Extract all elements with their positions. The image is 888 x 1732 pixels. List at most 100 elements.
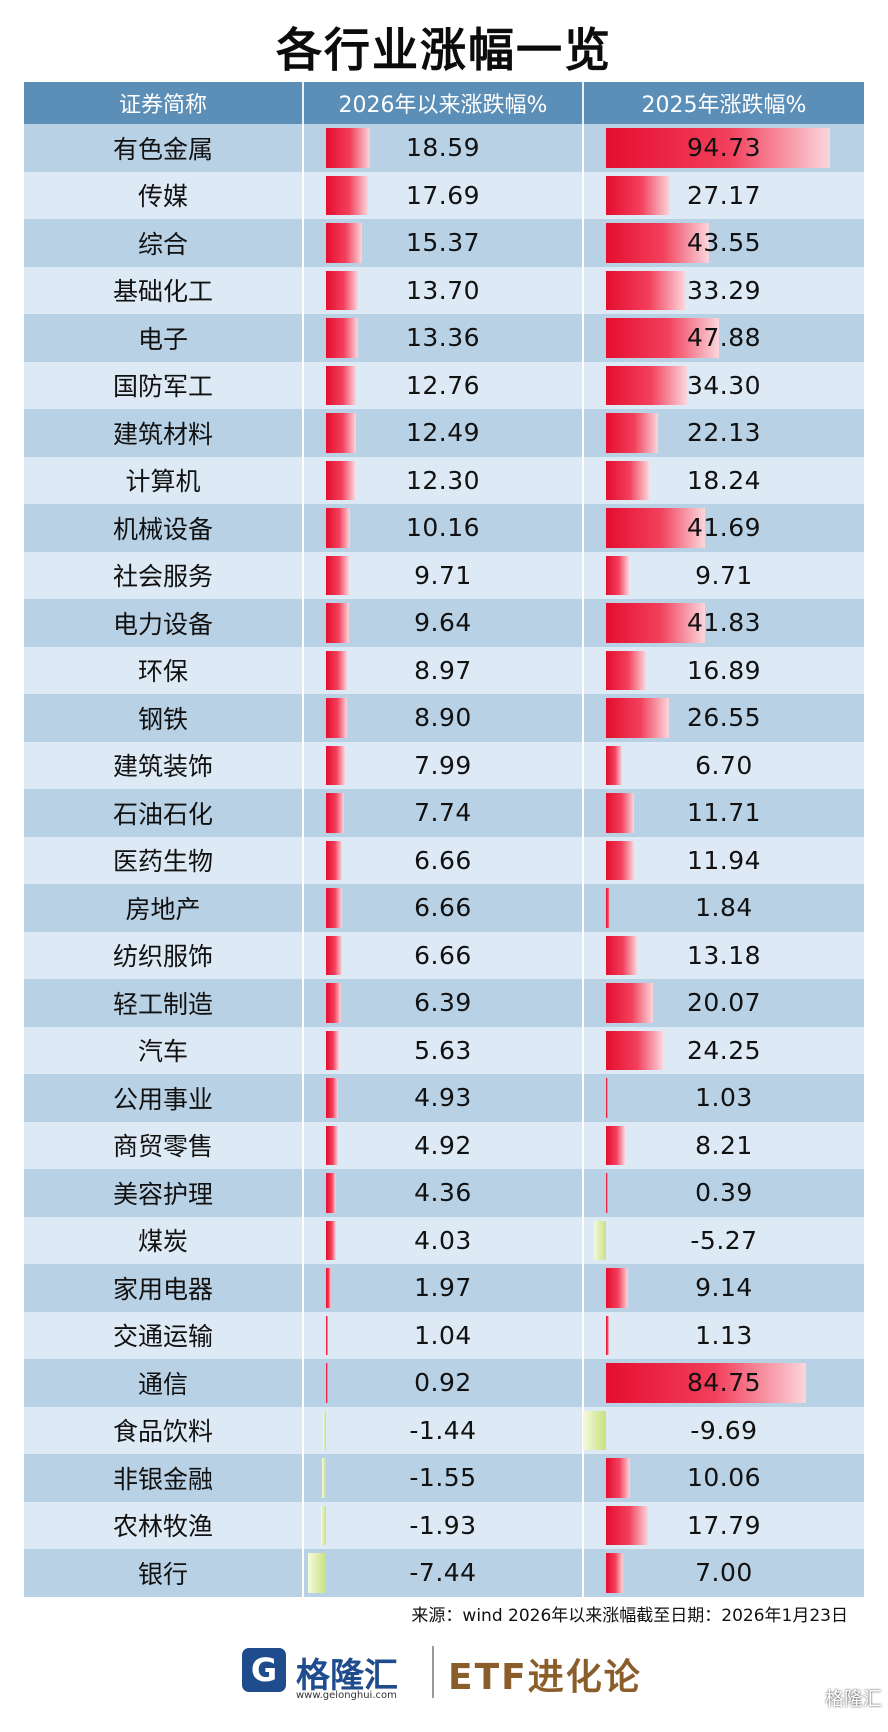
- y2025-change-value: 1.03: [695, 1083, 753, 1113]
- industry-name-cell: 汽车: [24, 1026, 304, 1074]
- industry-name: 综合: [137, 229, 188, 259]
- ytd-bar: [326, 603, 349, 643]
- ytd-change-value-cell: 7.99: [304, 741, 584, 789]
- y2025-change-value: 0.39: [695, 1178, 753, 1208]
- ytd-change-value-cell: 6.39: [304, 979, 584, 1027]
- table-row: 家用电器 1.97 9.14: [24, 1264, 864, 1312]
- ytd-bar: [326, 175, 368, 215]
- table-row: 钢铁 8.90 26.55: [24, 694, 864, 742]
- ytd-bar: [326, 413, 356, 453]
- y2025-change-value-cell: 7.00: [584, 1549, 864, 1597]
- industry-name-cell: 传媒: [24, 171, 304, 219]
- table-row: 综合 15.37 43.55: [24, 219, 864, 267]
- y2025-change-value-cell: 33.29: [584, 267, 864, 315]
- table-row: 公用事业 4.93 1.03: [24, 1074, 864, 1122]
- y2025-change-value-cell: 9.71: [584, 552, 864, 600]
- ytd-bar: [326, 935, 342, 975]
- ytd-change-value: -1.44: [409, 1415, 477, 1445]
- y2025-change-value-cell: -9.69: [583, 1407, 864, 1455]
- ytd-bar: [326, 555, 349, 595]
- table-row: 食品饮料 -1.44 -9.69: [24, 1406, 864, 1455]
- industry-name-cell: 商贸零售: [24, 1121, 304, 1169]
- ytd-bar: [326, 1268, 331, 1308]
- ytd-change-value: 9.64: [414, 608, 472, 638]
- industry-name-cell: 家用电器: [24, 1264, 304, 1312]
- y2025-change-value-cell: 24.25: [584, 1027, 864, 1075]
- y2025-change-value: 33.29: [686, 275, 762, 305]
- industry-name-cell: 电力设备: [24, 599, 304, 647]
- ytd-change-value: 4.03: [414, 1225, 472, 1255]
- y2025-change-value-cell: 0.39: [584, 1169, 864, 1217]
- industry-name: 美容护理: [112, 1179, 213, 1209]
- ytd-change-value-cell: 8.90: [304, 694, 584, 742]
- ytd-bar: [326, 1220, 336, 1260]
- y2025-bar: [606, 1505, 649, 1545]
- y2025-bar: [606, 1458, 630, 1498]
- y2025-change-value: 16.89: [686, 655, 762, 685]
- y2025-change-value: 41.83: [686, 608, 762, 638]
- industry-name-cell: 房地产: [24, 884, 304, 932]
- ytd-change-value: 18.59: [405, 133, 481, 163]
- industry-name: 基础化工: [112, 277, 213, 307]
- table-row: 国防军工 12.76 34.30: [24, 361, 864, 409]
- ytd-change-value-cell: 12.76: [304, 361, 584, 409]
- industry-name: 纺织服饰: [112, 942, 213, 972]
- industry-name-cell: 煤炭: [24, 1216, 304, 1264]
- header-ytd-change: 2026年以来涨跌幅%: [304, 82, 584, 124]
- ytd-change-value-cell: -1.93: [304, 1501, 584, 1549]
- industry-name-cell: 通信: [24, 1359, 304, 1407]
- industry-name-cell: 钢铁: [24, 694, 304, 742]
- ytd-change-value-cell: 7.74: [304, 789, 584, 837]
- ytd-bar: [322, 1458, 326, 1498]
- ytd-bar: [322, 1410, 326, 1450]
- industry-name-cell: 电子: [24, 314, 304, 362]
- ytd-change-value-cell: 13.36: [304, 314, 584, 362]
- y2025-change-value: 13.18: [686, 940, 762, 970]
- industry-name-cell: 社会服务: [24, 551, 304, 599]
- ytd-change-value: 6.66: [414, 845, 472, 875]
- ytd-change-value-cell: -1.44: [304, 1406, 584, 1454]
- ytd-change-value-cell: 9.71: [304, 551, 584, 599]
- ytd-change-value: 4.92: [414, 1130, 472, 1160]
- ytd-change-value: 9.71: [414, 560, 472, 590]
- ytd-bar: [326, 745, 345, 785]
- y2025-change-value-cell: -5.27: [584, 1217, 864, 1265]
- footer-divider: [432, 1646, 434, 1698]
- ytd-change-value-cell: 8.97: [304, 646, 584, 694]
- industry-name-cell: 轻工制造: [24, 979, 304, 1027]
- ytd-bar: [326, 983, 342, 1023]
- ytd-change-value: 4.93: [414, 1083, 472, 1113]
- ytd-change-value-cell: 12.49: [304, 409, 584, 457]
- industry-name: 建筑装饰: [112, 752, 213, 782]
- y2025-bar: [606, 698, 669, 738]
- y2025-change-value: 34.30: [686, 370, 762, 400]
- y2025-bar: [606, 270, 685, 310]
- y2025-change-value-cell: 1.13: [584, 1312, 864, 1360]
- ytd-change-value: 8.97: [414, 655, 472, 685]
- industry-name-cell: 国防军工: [24, 361, 304, 409]
- industry-name: 电子: [137, 324, 188, 354]
- ytd-change-value: 7.74: [414, 798, 472, 828]
- ytd-bar: [326, 793, 345, 833]
- industry-name: 电力设备: [112, 609, 213, 639]
- ytd-change-value-cell: 4.36: [304, 1169, 584, 1217]
- ytd-change-value: 5.63: [414, 1035, 472, 1065]
- y2025-bar: [606, 1363, 807, 1403]
- table-row: 电子 13.36 47.88: [24, 314, 864, 362]
- footer: G 格隆汇 www.gelonghui.com ETF进化论 格隆汇: [0, 1640, 888, 1710]
- ytd-change-value: 12.30: [405, 465, 481, 495]
- ytd-change-value: 10.16: [405, 513, 481, 543]
- ytd-change-value-cell: 18.59: [304, 124, 584, 172]
- ytd-bar: [326, 460, 356, 500]
- ytd-change-value-cell: 4.93: [304, 1074, 584, 1122]
- industry-name: 石油石化: [112, 799, 213, 829]
- table-row: 轻工制造 6.39 20.07: [24, 979, 864, 1027]
- y2025-change-value: 43.55: [686, 228, 762, 258]
- industry-name: 国防军工: [112, 372, 213, 402]
- y2025-change-value-cell: 9.14: [584, 1264, 864, 1312]
- y2025-change-value-cell: 11.71: [584, 789, 864, 837]
- industry-name-cell: 医药生物: [24, 836, 304, 884]
- industry-name: 农林牧渔: [112, 1512, 213, 1542]
- table-row: 环保 8.97 16.89: [24, 646, 864, 694]
- industry-name-cell: 非银金融: [24, 1454, 304, 1502]
